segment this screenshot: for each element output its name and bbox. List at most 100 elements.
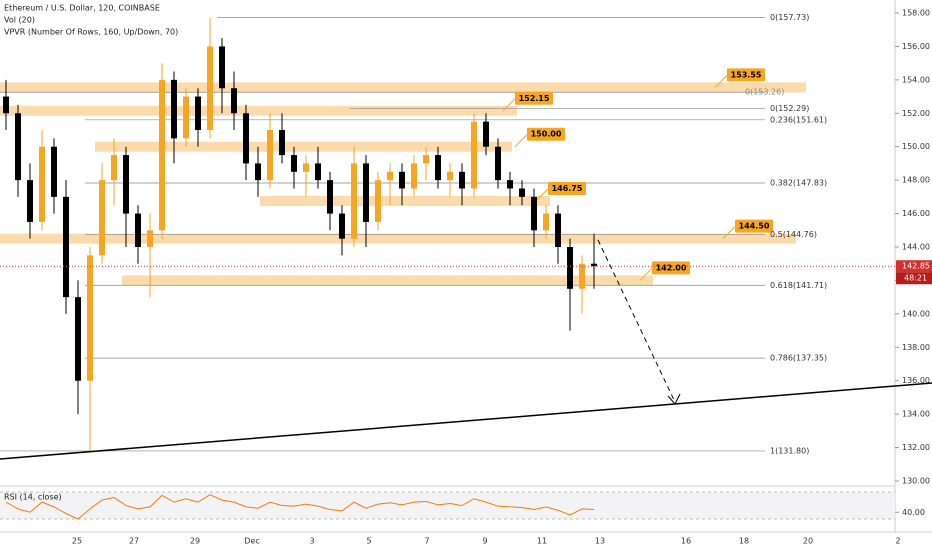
rsi-line [5,494,595,520]
candle-body [507,180,513,189]
candle-body [27,180,33,222]
candle-body [243,113,249,164]
candle-body [423,155,429,164]
vol-label: Vol (20) [4,16,35,25]
countdown-tag [896,272,932,285]
candle-body [339,213,345,239]
fib-label: 0(153.26) [745,88,784,97]
candle-body [159,79,165,231]
x-tick-label: 16 [681,537,691,546]
rsi-band [0,492,895,519]
candle-body [531,196,537,231]
y-tick-label: 152.00 [902,109,930,118]
candle-body [51,146,57,197]
candle-body [39,146,45,222]
level-label: 152.15 [519,94,550,103]
candle-body [75,297,81,381]
candle-body [303,163,309,172]
vpvr-label: VPVR (Number Of Rows, 160, Up/Down, 70) [4,28,178,37]
arrow-head [667,393,681,405]
candle-body [543,213,549,231]
candle-body [171,79,177,139]
zone-pointer [722,226,736,239]
level-label: 146.75 [552,184,583,193]
candle-body [483,121,489,147]
level-box [735,219,773,233]
x-tick-label: 13 [595,537,605,546]
y-tick-label: 140.00 [902,309,930,318]
candle-body [15,113,21,181]
y-tick-label: 130.00 [902,477,930,486]
y-tick-label: 132.00 [902,443,930,452]
fib-label: 0(152.29) [770,104,809,113]
candle-body [459,171,465,189]
x-tick-label: 20 [803,537,813,546]
y-tick-label: 134.00 [902,410,930,419]
candle-body [255,163,261,181]
candle-body [267,130,273,181]
candle-body [279,130,285,156]
price-tag-label: 142.85 [902,262,930,271]
level-box [727,68,765,82]
y-tick-label: 148.00 [902,176,930,185]
candle-body [111,155,117,181]
candle-body [99,180,105,256]
zone-pointer [535,188,549,202]
projection-arrow [597,239,676,403]
zone [0,82,806,93]
x-tick-label: 18 [739,537,749,546]
fib-label: 0.618(141.71) [770,281,827,290]
x-tick-label: 2 [895,537,900,546]
candle-body [351,163,357,239]
y-tick-label: 146.00 [902,209,930,218]
fib-label: 1(131.80) [770,446,809,455]
candle-body [135,213,141,247]
countdown: 48:21 [904,274,927,283]
x-tick-label: 29 [190,537,200,546]
candle-body [579,263,585,289]
zone [0,233,796,244]
y-tick-label: 144.00 [902,243,930,252]
candle-body [63,196,69,298]
x-tick-label: 7 [424,537,429,546]
candle-body [471,121,477,189]
y-tick-label: 138.00 [902,343,930,352]
candle-body [231,88,237,114]
level-label: 144.50 [739,222,770,231]
candle-body [375,180,381,222]
level-box [548,182,586,196]
candle-body [3,96,9,114]
candle-body [207,46,213,130]
candle-body [387,171,393,181]
price-tag [896,260,932,273]
candle-body [291,155,297,172]
candle-body [591,263,597,267]
y-tick-label: 158.00 [902,9,930,18]
zone-pointer [639,268,653,281]
x-tick-label: 9 [482,537,487,546]
candle-body [447,171,453,181]
candle-body [123,155,129,214]
candle-body [183,96,189,139]
fib-label: 0.786(137.35) [770,354,827,363]
candle-body [315,163,321,181]
fib-label: 0.382(147.83) [770,178,827,187]
fib-label: 0.5(144.76) [770,230,817,239]
zone-pointer [514,134,528,148]
level-label: 153.55 [731,70,762,79]
candle-body [219,46,225,89]
level-box [527,127,565,141]
candle-body [555,213,561,247]
candle-body [363,163,369,222]
title: Ethereum / U.S. Dollar, 120, COINBASE [4,4,160,13]
candle-body [435,155,441,181]
x-tick-label: 25 [72,537,82,546]
fib-label: 0(157.73) [770,13,809,22]
y-tick-label: 150.00 [902,142,930,151]
x-tick-label: Dec [244,537,259,546]
level-box [515,91,553,105]
candle-body [519,188,525,197]
x-tick-label: 5 [366,537,371,546]
level-box [652,261,690,275]
